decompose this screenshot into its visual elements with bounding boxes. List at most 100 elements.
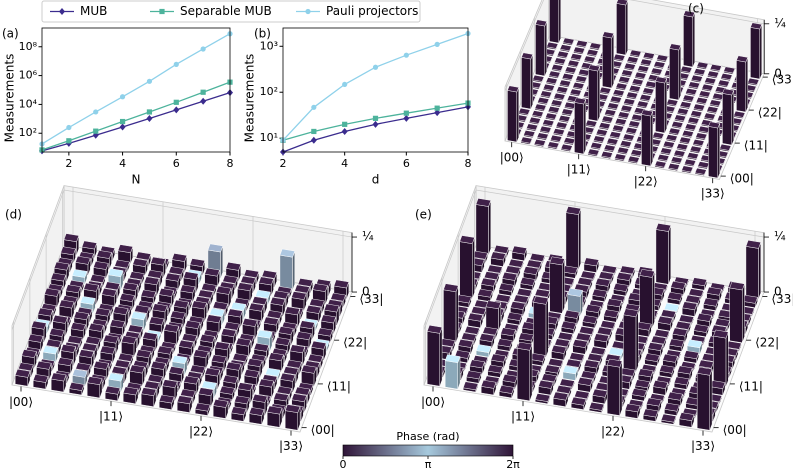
x-tick-label: |11⟩ bbox=[99, 410, 123, 424]
bar-top bbox=[539, 125, 552, 133]
bar-top bbox=[567, 288, 583, 297]
bar-top bbox=[729, 281, 745, 291]
bar bbox=[184, 320, 201, 340]
bar bbox=[655, 76, 668, 134]
bar-top bbox=[636, 100, 649, 108]
bar-top bbox=[578, 326, 595, 335]
bar bbox=[691, 277, 708, 291]
bar bbox=[617, 146, 630, 155]
y-tick-label: 10⁶ bbox=[19, 69, 38, 82]
bar-top bbox=[263, 316, 279, 326]
bar-top bbox=[574, 390, 590, 400]
bar bbox=[690, 74, 703, 83]
bar-top bbox=[687, 116, 700, 124]
colorbar-tick-label: 0 bbox=[340, 458, 347, 470]
bar-side bbox=[545, 298, 549, 358]
bar-top bbox=[535, 19, 548, 27]
bar-top bbox=[659, 364, 675, 374]
marker bbox=[119, 94, 126, 100]
bar-top bbox=[80, 296, 96, 305]
bar-top bbox=[75, 255, 91, 265]
marker bbox=[173, 99, 179, 105]
bar-top bbox=[157, 345, 173, 355]
bar-top bbox=[663, 302, 680, 312]
grid-line bbox=[11, 189, 353, 331]
bar-top bbox=[572, 82, 585, 89]
bar-top bbox=[150, 256, 166, 266]
bar-top bbox=[656, 54, 669, 62]
bar-top bbox=[640, 58, 653, 66]
bar bbox=[603, 144, 616, 153]
bar-front bbox=[722, 93, 733, 146]
bar-top bbox=[547, 141, 560, 149]
bar-top bbox=[653, 61, 666, 68]
bar bbox=[176, 395, 193, 413]
x-tick-label: 6 bbox=[173, 157, 180, 170]
bar-top bbox=[561, 108, 574, 116]
x-tick-label: 2 bbox=[65, 157, 72, 170]
bar-top bbox=[487, 264, 503, 274]
bar-top bbox=[612, 89, 625, 97]
bar-top bbox=[53, 261, 70, 271]
bar-top bbox=[609, 131, 622, 139]
bar-top bbox=[588, 402, 605, 411]
bar bbox=[623, 98, 636, 107]
bar-top bbox=[556, 385, 572, 394]
bar-top bbox=[574, 97, 587, 105]
bar bbox=[291, 291, 307, 311]
bar bbox=[590, 142, 603, 151]
bar-top bbox=[720, 73, 733, 80]
bar bbox=[685, 88, 698, 97]
bar-top bbox=[273, 392, 289, 402]
bar-top bbox=[457, 339, 474, 348]
y-tick-label: 10² bbox=[19, 126, 37, 139]
bar-top bbox=[140, 289, 157, 299]
y-tick-label: 10¹ bbox=[260, 131, 278, 144]
bar-top bbox=[690, 74, 703, 82]
bar bbox=[709, 99, 722, 108]
bar bbox=[585, 119, 598, 128]
bar-top bbox=[545, 112, 558, 120]
bar-top bbox=[521, 52, 534, 60]
bar-top bbox=[709, 99, 722, 107]
bar bbox=[639, 269, 655, 329]
bar-top bbox=[688, 81, 701, 89]
marker bbox=[342, 121, 348, 127]
bar-top bbox=[634, 379, 651, 389]
bar-top bbox=[631, 388, 647, 397]
bar-top bbox=[590, 142, 603, 149]
bar bbox=[467, 312, 484, 329]
bar bbox=[704, 77, 717, 86]
bar-top bbox=[171, 253, 188, 262]
bar-top bbox=[585, 119, 598, 127]
bar-top bbox=[294, 386, 311, 396]
bar-top bbox=[676, 107, 689, 115]
bar-side bbox=[292, 251, 296, 291]
bar-top bbox=[135, 349, 152, 359]
bar bbox=[613, 283, 629, 297]
bar-front bbox=[459, 241, 473, 299]
bar-top bbox=[619, 140, 632, 148]
bar-top bbox=[75, 362, 91, 372]
bar-top bbox=[686, 152, 699, 160]
panel-label: (c) bbox=[688, 2, 704, 16]
bar bbox=[696, 366, 713, 431]
bar bbox=[657, 315, 673, 332]
bar bbox=[556, 86, 569, 95]
bar bbox=[693, 68, 706, 77]
bar-top bbox=[652, 131, 665, 139]
bar-top bbox=[696, 313, 713, 322]
bar-front bbox=[444, 360, 459, 390]
bar-top bbox=[529, 253, 546, 262]
bar-top bbox=[688, 288, 704, 298]
bar bbox=[574, 97, 587, 155]
z-tick-label: 0 bbox=[774, 285, 782, 299]
bar bbox=[650, 67, 663, 76]
bar-top bbox=[736, 55, 749, 63]
bar bbox=[684, 158, 697, 167]
bar-top bbox=[577, 277, 593, 286]
bar-top bbox=[183, 375, 199, 385]
y-axis-label: Measurements bbox=[3, 54, 17, 143]
bar-top bbox=[660, 147, 673, 155]
